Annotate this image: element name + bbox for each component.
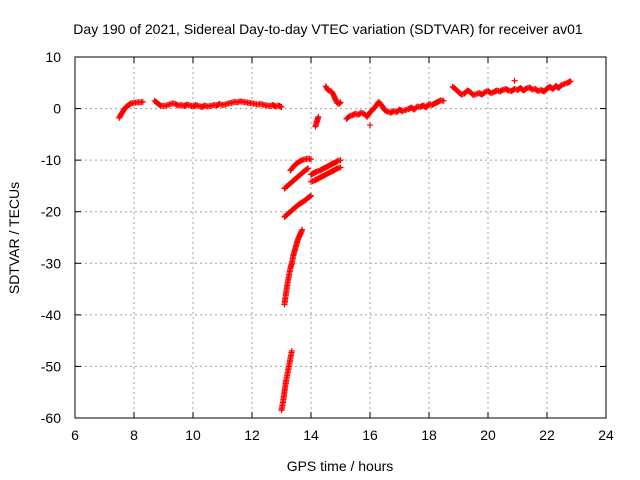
- y-tick-label: -60: [41, 410, 61, 426]
- data-point: [315, 113, 322, 120]
- axis-ticks: 6 8 10 12 14 16 18 20 22 24 10 0 -10 -20 -30 -40 -50 -60: [41, 49, 614, 443]
- y-tick-label: 0: [53, 101, 61, 117]
- data-point: [367, 122, 373, 129]
- y-tick-label: -50: [41, 358, 61, 374]
- y-tick-label: -30: [41, 255, 61, 271]
- x-tick-label: 18: [421, 427, 437, 443]
- data-point: [337, 164, 344, 171]
- x-tick-label: 14: [303, 427, 319, 443]
- data-point: [336, 100, 343, 107]
- data-point: [307, 193, 314, 200]
- x-tick-label: 6: [71, 427, 79, 443]
- data-point: [139, 98, 146, 105]
- y-tick-label: -20: [41, 204, 61, 220]
- y-tick-label: -40: [41, 307, 61, 323]
- data-point: [567, 78, 574, 85]
- data-points: [116, 77, 574, 414]
- data-point: [337, 99, 344, 106]
- plot-frame: [74, 56, 607, 419]
- x-tick-label: 16: [362, 427, 378, 443]
- x-tick-label: 12: [244, 427, 260, 443]
- data-point: [304, 166, 311, 173]
- x-tick-label: 22: [539, 427, 555, 443]
- x-axis-label: GPS time / hours: [287, 458, 394, 474]
- data-point: [511, 77, 518, 84]
- x-tick-label: 8: [130, 427, 138, 443]
- x-tick-label: 20: [480, 427, 496, 443]
- data-point: [440, 97, 447, 104]
- x-tick-label: 10: [185, 427, 201, 443]
- data-point: [337, 157, 344, 164]
- data-point: [299, 226, 306, 233]
- plot-border: [74, 56, 607, 419]
- y-tick-label: -10: [41, 152, 61, 168]
- grid-lines: [75, 57, 606, 418]
- data-point: [278, 104, 285, 111]
- y-tick-label: 10: [45, 49, 61, 65]
- data-point: [288, 347, 295, 354]
- y-axis-label: SDTVAR / TECUs: [6, 182, 22, 294]
- data-point: [308, 156, 314, 163]
- data-point: [305, 165, 312, 172]
- chart-title: Day 190 of 2021, Sidereal Day-to-day VTE…: [73, 21, 583, 37]
- x-tick-label: 24: [598, 427, 614, 443]
- data-point: [308, 192, 314, 199]
